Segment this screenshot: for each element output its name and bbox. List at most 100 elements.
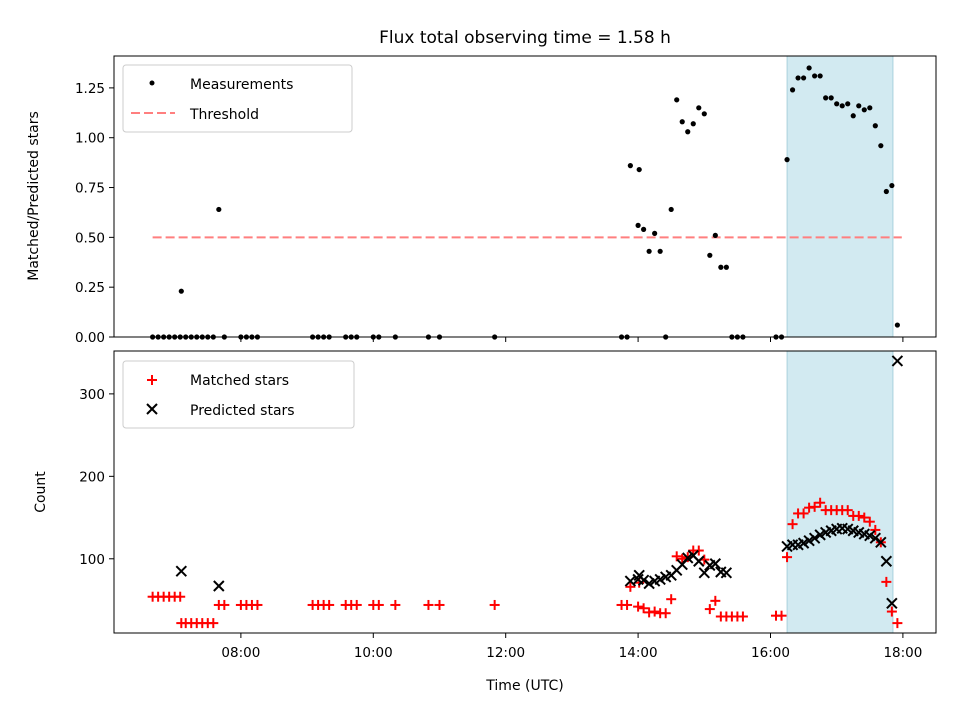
predicted-star-point: [698, 567, 711, 579]
matched-star-point: [351, 599, 362, 610]
measurement-point: [850, 113, 856, 119]
matched-star-point: [622, 599, 633, 610]
matched-star-point: [776, 610, 787, 621]
predicted-star-point: [808, 532, 821, 544]
measurement-point: [812, 73, 818, 79]
matched-star-point: [881, 576, 892, 587]
ratio-legend-box: [122, 64, 353, 133]
matched-star-point: [737, 611, 748, 622]
y-tick-label: 300: [79, 387, 105, 403]
matched-star-point: [633, 601, 644, 612]
predicted-star-point: [709, 558, 722, 570]
measurement-point: [707, 252, 713, 258]
predicted-star-point: [875, 536, 887, 549]
measurement-point: [872, 123, 878, 129]
measurement-point: [889, 182, 895, 189]
matched-star-point: [423, 599, 434, 610]
matched-star-point: [870, 524, 881, 535]
predicted-star-point: [175, 565, 188, 577]
matched-star-point: [859, 512, 870, 523]
legend-predicted-marker: [146, 403, 158, 415]
matched-star-point: [373, 599, 384, 610]
predicted-star-point: [880, 555, 893, 567]
measurement-point: [800, 75, 807, 81]
ratio-y-ticks: 0.00 0.25 0.50 0.75 1.00 1.25: [75, 81, 114, 346]
count-legend-box: [122, 360, 355, 429]
matched-star-point: [252, 599, 263, 610]
chart-title: Flux total observing time = 1.58 h: [379, 28, 671, 48]
measurement-point: [867, 105, 873, 111]
ratio-panel-highlight-band: [786, 55, 894, 338]
measurement-point: [674, 97, 680, 103]
x-tick-label: 12:00: [486, 645, 525, 661]
y-tick-label: 200: [79, 469, 105, 485]
measurement-point: [712, 232, 718, 238]
matched-star-point: [434, 599, 445, 610]
count-panel-highlight-band: [786, 350, 894, 634]
count-x-ticks: 08:00 10:00 12:00 14:00 16:00 18:00: [221, 633, 922, 661]
matched-star-point: [853, 510, 864, 521]
measurement-point: [668, 206, 674, 213]
ratio-x-ticks: [240, 337, 904, 342]
y-tick-label: 100: [79, 552, 105, 568]
predicted-star-point: [213, 580, 225, 592]
measurement-point: [652, 230, 658, 236]
measurement-point: [834, 101, 840, 107]
count-points: [147, 355, 904, 629]
count-y-ticks: 100 200 300: [79, 387, 114, 568]
measurement-point: [723, 264, 729, 270]
matched-star-point: [219, 599, 230, 610]
measurement-point: [839, 103, 845, 109]
x-tick-label: 10:00: [354, 645, 393, 661]
matched-star-point: [693, 545, 704, 556]
measurement-point: [845, 101, 851, 107]
x-axis-label: Time (UTC): [485, 678, 563, 694]
count-panel: 100 200 300 08:00 10:00 12:00 14:00 16:00 18:00…: [33, 350, 937, 694]
matched-star-point: [815, 497, 826, 508]
measurement-point: [718, 264, 724, 270]
matched-star-point: [324, 599, 335, 610]
measurement-point: [823, 95, 829, 101]
measurement-point: [696, 105, 702, 111]
measurement-point: [636, 166, 642, 173]
matched-star-point: [787, 519, 798, 530]
predicted-star-point: [720, 567, 733, 579]
ratio-y-label: Matched/Predicted stars: [26, 111, 42, 281]
measurement-point: [685, 129, 691, 135]
measurement-point: [789, 87, 796, 93]
measurement-point: [856, 103, 862, 109]
measurement-point: [690, 121, 696, 127]
matched-star-point: [666, 594, 677, 605]
measurement-point: [679, 119, 685, 125]
matched-star-point: [638, 603, 649, 614]
matched-star-point: [625, 581, 636, 592]
predicted-star-point: [637, 574, 650, 586]
measurement-point: [646, 248, 652, 254]
count-y-label: Count: [33, 471, 49, 513]
legend-threshold-label: Threshold: [189, 107, 259, 123]
x-tick-label: 14:00: [619, 645, 658, 661]
measurement-point: [641, 226, 647, 232]
matched-star-point: [671, 551, 682, 562]
matched-star-point: [892, 618, 903, 629]
matched-star-point: [886, 606, 897, 617]
matched-star-point: [704, 604, 715, 615]
measurement-point: [178, 288, 184, 294]
measurement-point: [657, 248, 663, 254]
matched-star-point: [390, 599, 401, 610]
legend-measurements-label: Measurements: [190, 77, 293, 93]
legend-predicted-label: Predicted stars: [190, 403, 295, 419]
y-tick-label: 0.50: [75, 230, 105, 246]
measurement-point: [861, 107, 867, 113]
x-tick-label: 18:00: [883, 645, 922, 661]
ratio-legend: Measurements Threshold: [122, 64, 353, 133]
matched-star-point: [864, 516, 875, 527]
matched-star-point: [842, 505, 853, 516]
matched-star-point: [798, 508, 809, 519]
matched-star-point: [489, 599, 500, 610]
measurement-point: [806, 65, 812, 71]
matched-star-point: [660, 608, 671, 619]
matched-star-point: [782, 552, 793, 563]
matched-star-point: [208, 618, 219, 629]
